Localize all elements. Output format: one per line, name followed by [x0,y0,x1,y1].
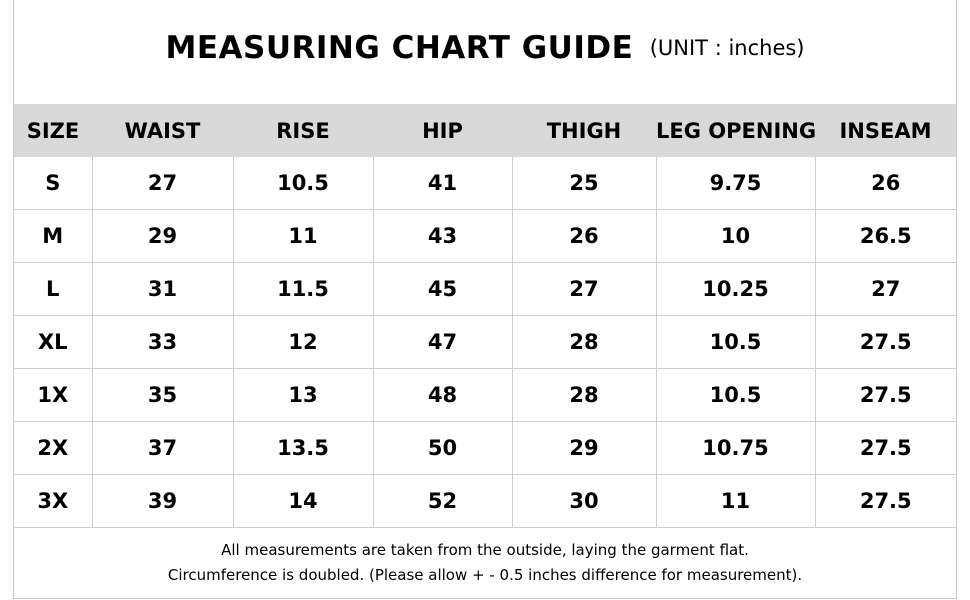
inseam-cell: 27.5 [815,474,956,528]
waist-cell: 29 [92,209,234,263]
header-size: SIZE [14,104,92,157]
tolerance-note: Circumference is doubled. (Please allow … [167,566,803,584]
rise-cell: 11 [233,209,374,263]
size-table: SIZE WAIST RISE HIP THIGH LEG OPENING IN… [14,104,956,528]
hip-cell: 48 [373,368,513,422]
hip-cell: 50 [373,421,513,475]
size-cell: 1X [14,368,93,422]
rise-cell: 12 [233,315,374,369]
thigh-cell: 30 [512,474,657,528]
rise-cell: 10.5 [233,157,374,210]
size-cell: M [14,209,93,263]
waist-cell: 33 [92,315,234,369]
leg-opening-cell: 10.75 [656,421,816,475]
size-cell: 2X [14,421,93,475]
table-row: M 29 11 43 26 10 26.5 [14,209,956,263]
waist-cell: 39 [92,474,234,528]
measurement-note: All measurements are taken from the outs… [221,541,749,559]
waist-cell: 37 [92,421,234,475]
size-cell: S [14,157,93,210]
header-row: SIZE WAIST RISE HIP THIGH LEG OPENING IN… [14,104,956,157]
thigh-cell: 25 [512,157,657,210]
thigh-cell: 27 [512,262,657,316]
leg-opening-cell: 10.5 [656,315,816,369]
table-row: XL 33 12 47 28 10.5 27.5 [14,315,956,369]
title-row: MEASURING CHART GUIDE (UNIT : inches) [0,30,970,80]
size-cell: L [14,262,93,316]
leg-opening-cell: 10.5 [656,368,816,422]
inseam-cell: 27.5 [815,368,956,422]
leg-opening-cell: 10.25 [656,262,816,316]
chart-frame [13,0,957,599]
page-title: MEASURING CHART GUIDE [165,30,634,66]
header-waist: WAIST [92,104,233,157]
header-inseam: INSEAM [815,104,956,157]
hip-cell: 52 [373,474,513,528]
inseam-cell: 26 [815,157,956,210]
unit-label: (UNIT : inches) [649,36,805,60]
hip-cell: 47 [373,315,513,369]
leg-opening-cell: 9.75 [656,157,816,210]
thigh-cell: 26 [512,209,657,263]
table-row: 2X 37 13.5 50 29 10.75 27.5 [14,421,956,475]
waist-cell: 35 [92,368,234,422]
inseam-cell: 27.5 [815,421,956,475]
hip-cell: 43 [373,209,513,263]
rise-cell: 14 [233,474,374,528]
thigh-cell: 28 [512,315,657,369]
header-thigh: THIGH [512,104,656,157]
header-hip: HIP [373,104,512,157]
leg-opening-cell: 11 [656,474,816,528]
leg-opening-cell: 10 [656,209,816,263]
hip-cell: 45 [373,262,513,316]
table-row: 1X 35 13 48 28 10.5 27.5 [14,368,956,422]
table-row: 3X 39 14 52 30 11 27.5 [14,474,956,528]
table-row: S 27 10.5 41 25 9.75 26 [14,157,956,210]
inseam-cell: 27 [815,262,956,316]
hip-cell: 41 [373,157,513,210]
thigh-cell: 28 [512,368,657,422]
waist-cell: 31 [92,262,234,316]
header-rise: RISE [233,104,373,157]
size-cell: 3X [14,474,93,528]
rise-cell: 13 [233,368,374,422]
rise-cell: 13.5 [233,421,374,475]
inseam-cell: 27.5 [815,315,956,369]
size-cell: XL [14,315,93,369]
thigh-cell: 29 [512,421,657,475]
waist-cell: 27 [92,157,234,210]
rise-cell: 11.5 [233,262,374,316]
header-leg-opening: LEG OPENING [656,104,816,157]
inseam-cell: 26.5 [815,209,956,263]
table-row: L 31 11.5 45 27 10.25 27 [14,262,956,316]
